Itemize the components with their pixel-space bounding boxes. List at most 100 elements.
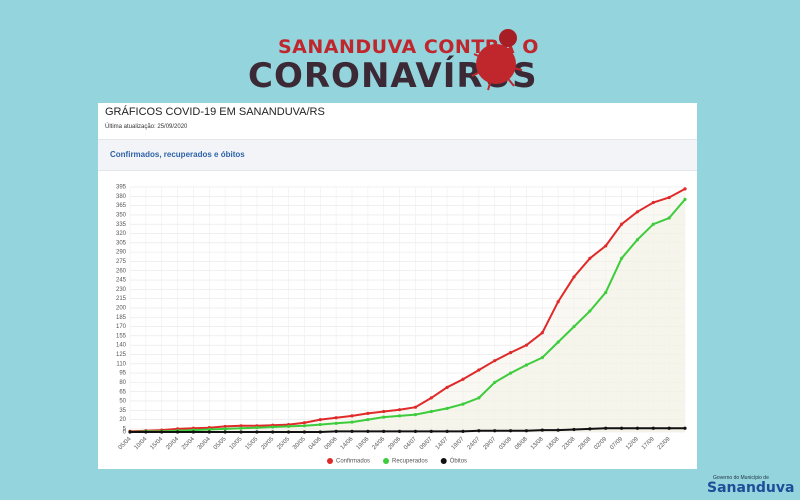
point [683, 197, 687, 202]
card-title: Confirmados, recuperados e óbitos [110, 150, 245, 159]
x-tick-label: 30/05 [292, 436, 307, 451]
point [429, 409, 433, 414]
y-tick-label: 215 [116, 296, 127, 302]
x-tick-label: 19/07 [451, 436, 466, 451]
point [588, 309, 592, 313]
point [366, 411, 370, 415]
point [223, 427, 227, 431]
x-tick-label: 10/05 [229, 436, 244, 451]
x-tick-label: 25/04 [181, 436, 196, 451]
point [413, 413, 418, 417]
point [397, 414, 402, 418]
point [302, 424, 307, 428]
point [524, 363, 529, 367]
point [588, 256, 592, 260]
x-tick-label: 22/09 [657, 436, 672, 451]
point [556, 340, 560, 344]
point [128, 430, 132, 434]
y-tick-label: 95 [119, 371, 126, 377]
point [572, 275, 576, 279]
x-tick-label: 02/09 [593, 436, 608, 451]
point [350, 429, 354, 433]
point [382, 415, 386, 419]
point [619, 426, 624, 430]
x-tick-label: 23/08 [562, 436, 577, 451]
point [619, 256, 624, 260]
y-tick-label: 155 [116, 333, 127, 339]
point [318, 430, 322, 434]
point [540, 355, 544, 360]
x-tick-label: 24/07 [467, 436, 482, 451]
point [318, 417, 322, 422]
x-tick-label: 20/04 [165, 436, 180, 451]
x-tick-label: 04/06 [308, 436, 323, 451]
y-tick-label: 80 [119, 380, 126, 386]
chart: 05 20 35 50 65 80 95 110 125 140 155 170 185 200 215 23… [116, 185, 687, 465]
point [397, 408, 402, 412]
x-tick-label: 29/07 [482, 436, 497, 451]
y-tick-label: 170 [116, 324, 127, 330]
y-tick-label: 65 [119, 389, 126, 395]
point [207, 427, 211, 432]
point [667, 426, 671, 430]
point [651, 426, 655, 430]
x-tick-label: 03/08 [498, 436, 513, 451]
point [239, 426, 243, 430]
point [651, 200, 655, 205]
x-tick-label: 15/05 [245, 436, 260, 451]
point [635, 238, 640, 242]
x-tick-label: 09/07 [419, 436, 434, 451]
x-tick-label: 08/08 [514, 436, 529, 451]
point [683, 187, 687, 191]
point [223, 424, 227, 429]
point [508, 371, 513, 375]
x-tick-label: 24/06 [371, 436, 386, 451]
x-tick-label: 18/08 [546, 436, 561, 451]
point [572, 427, 576, 432]
y-tick-label: 395 [116, 185, 127, 191]
point [160, 430, 164, 434]
y-tick-label: 110 [116, 361, 126, 367]
y-tick-label: 20 [119, 417, 126, 423]
point [635, 210, 640, 214]
point [445, 429, 449, 433]
x-tick-label: 07/09 [609, 436, 624, 451]
point [477, 396, 481, 400]
point [461, 377, 465, 381]
x-tick-label: 29/06 [387, 436, 402, 451]
point [524, 429, 529, 433]
x-tick-label: 19/06 [356, 436, 371, 451]
y-tick-label: 0 [123, 430, 127, 436]
y-tick-label: 365 [116, 203, 127, 209]
y-tick-label: 185 [116, 315, 127, 321]
point [255, 430, 259, 434]
point [382, 429, 386, 433]
card-header: Confirmados, recuperados e óbitos [98, 139, 697, 171]
y-tick-label: 245 [116, 278, 127, 284]
point [667, 216, 671, 220]
legend-label: Óbitos [450, 458, 467, 465]
y-tick-label: 305 [116, 240, 127, 246]
point [508, 351, 513, 355]
point [556, 428, 560, 432]
point [255, 426, 259, 430]
point [635, 426, 640, 430]
x-tick-label: 04/07 [403, 436, 418, 451]
y-tick-label: 125 [116, 352, 127, 358]
legend-swatch [327, 458, 333, 464]
point [508, 429, 513, 433]
legend-label: Confirmados [336, 459, 370, 465]
point [604, 244, 608, 248]
series-line [129, 188, 686, 433]
x-tick-label: 09/06 [324, 436, 339, 451]
point [524, 343, 529, 347]
point [397, 429, 402, 433]
point [334, 421, 338, 425]
point [683, 426, 687, 430]
point [302, 421, 307, 425]
point [604, 426, 608, 430]
y-tick-label: 230 [116, 287, 127, 293]
point [207, 430, 211, 434]
y-tick-label: 260 [116, 268, 127, 274]
